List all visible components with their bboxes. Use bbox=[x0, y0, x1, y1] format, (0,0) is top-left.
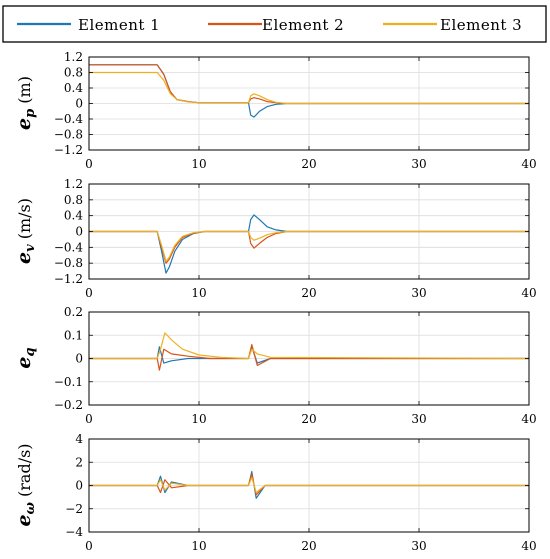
x-tick-label: 10 bbox=[191, 412, 206, 426]
x-tick-label: 20 bbox=[301, 157, 316, 171]
x-tick-label: 40 bbox=[521, 157, 536, 171]
y-axis-label-subscript: ω bbox=[23, 501, 38, 514]
y-axis-label-unit: (m) bbox=[15, 76, 34, 109]
y-tick-label: −4 bbox=[65, 525, 83, 539]
x-tick-label: 40 bbox=[521, 286, 536, 300]
legend: Element 1 Element 2 Element 3 bbox=[2, 5, 547, 43]
panels: 0 10 20 30 40−1.2−0.8−0.400.40.81.2ep (m)0 10… bbox=[13, 50, 537, 553]
x-tick-label: 20 bbox=[301, 286, 316, 300]
x-tick-label: 30 bbox=[411, 286, 426, 300]
y-tick-label: −0.8 bbox=[54, 128, 83, 142]
legend-label: Element 2 bbox=[262, 16, 344, 34]
y-axis-label-symbol: e bbox=[13, 357, 35, 369]
series-line bbox=[89, 344, 529, 371]
legend-label: Element 1 bbox=[78, 16, 160, 34]
y-axis-label-symbol: e bbox=[13, 514, 35, 526]
y-tick-label: 0.4 bbox=[64, 209, 83, 223]
y-axis-label-unit: (rad/s) bbox=[15, 443, 34, 502]
legend-box bbox=[2, 5, 547, 43]
y-tick-label: 0 bbox=[75, 225, 83, 239]
y-axis-label-subscript: q bbox=[23, 347, 38, 356]
y-tick-label: 0 bbox=[75, 479, 83, 493]
y-tick-label: 0.4 bbox=[64, 81, 83, 95]
y-tick-label: −1.2 bbox=[54, 272, 83, 286]
y-axis-label: eq bbox=[13, 347, 38, 368]
y-tick-label: 1.2 bbox=[64, 177, 83, 191]
x-tick-label: 10 bbox=[191, 286, 206, 300]
y-axis-label-subscript: v bbox=[23, 244, 38, 252]
y-tick-label: 2 bbox=[75, 455, 83, 469]
x-tick-label: 10 bbox=[191, 539, 206, 553]
y-tick-label: −0.4 bbox=[54, 112, 84, 126]
x-tick-label: 30 bbox=[411, 157, 426, 171]
x-tick-label: 20 bbox=[301, 412, 316, 426]
series-line bbox=[89, 476, 529, 494]
y-axis-label-symbol: e bbox=[13, 118, 35, 130]
x-tick-label: 0 bbox=[85, 286, 93, 300]
y-axis-label-subscript: p bbox=[23, 109, 38, 118]
x-tick-label: 40 bbox=[521, 539, 536, 553]
y-axis-label: ep (m) bbox=[13, 76, 38, 130]
y-tick-label: −1.2 bbox=[54, 143, 83, 157]
y-tick-label: 0.8 bbox=[64, 66, 83, 80]
y-tick-label: 0 bbox=[75, 352, 83, 366]
y-tick-label: −2 bbox=[65, 502, 83, 516]
panel-2: 0 10 20 30 40−1.2−0.8−0.400.40.81.2ev (m/s) bbox=[13, 177, 537, 300]
y-tick-label: −0.4 bbox=[54, 240, 84, 254]
y-axis-label: ev (m/s) bbox=[13, 198, 38, 264]
series-line bbox=[89, 332, 529, 360]
y-axis-label-symbol: e bbox=[13, 252, 35, 264]
x-tick-label: 30 bbox=[411, 539, 426, 553]
x-tick-label: 40 bbox=[521, 412, 536, 426]
x-tick-label: 30 bbox=[411, 412, 426, 426]
y-tick-label: 0 bbox=[75, 97, 83, 111]
y-tick-label: −0.8 bbox=[54, 256, 83, 270]
y-tick-label: −0.2 bbox=[54, 398, 83, 412]
legend-label: Element 3 bbox=[440, 16, 522, 34]
x-tick-label: 20 bbox=[301, 539, 316, 553]
x-tick-label: 0 bbox=[85, 539, 93, 553]
x-tick-label: 0 bbox=[85, 157, 93, 171]
series-line bbox=[89, 346, 529, 364]
y-tick-label: 4 bbox=[75, 432, 83, 446]
x-tick-label: 10 bbox=[191, 157, 206, 171]
y-tick-label: 0.2 bbox=[64, 305, 83, 319]
y-tick-label: 1.2 bbox=[64, 50, 83, 64]
panel-4: 0 10 20 30 40 −4 −2 0 2 4 eω (rad/s) bbox=[13, 432, 537, 553]
series-line bbox=[89, 71, 529, 105]
y-axis-label-unit: (m/s) bbox=[15, 198, 34, 244]
y-tick-label: 0.8 bbox=[64, 193, 83, 207]
y-tick-label: 0.1 bbox=[64, 328, 83, 342]
y-tick-label: −0.1 bbox=[54, 375, 83, 389]
x-tick-label: 0 bbox=[85, 412, 93, 426]
y-axis-label: eω (rad/s) bbox=[13, 443, 38, 526]
panel-3: 0 10 20 30 40 −0.2 −0.1 0 0.1 0.2 eq bbox=[13, 305, 537, 426]
series-line bbox=[89, 230, 529, 262]
panel-1: 0 10 20 30 40−1.2−0.8−0.400.40.81.2ep (m) bbox=[13, 50, 537, 171]
